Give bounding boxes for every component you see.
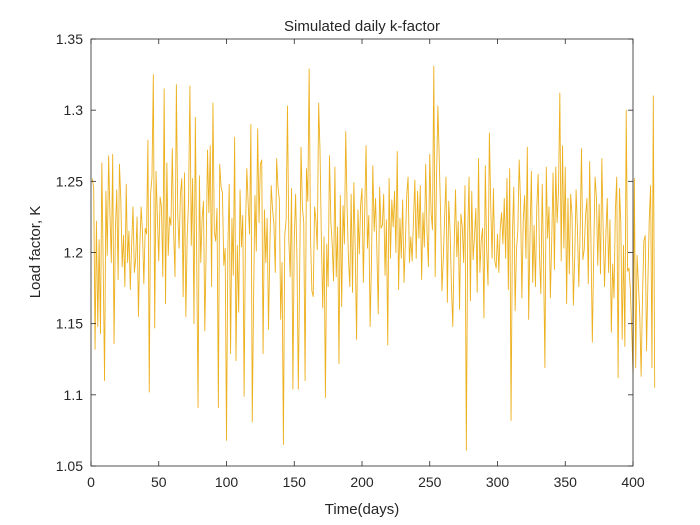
plot-area xyxy=(91,39,633,466)
x-tick-label: 350 xyxy=(554,474,578,490)
x-tick-label: 150 xyxy=(283,474,307,490)
y-tick-label: 1.35 xyxy=(56,31,83,47)
x-axis: 0 50 100 150 200 250 300 350 400 xyxy=(87,39,645,490)
y-tick-label: 1.25 xyxy=(56,173,83,189)
y-tick-label: 1.1 xyxy=(64,387,84,403)
chart-title: Simulated daily k-factor xyxy=(284,18,440,35)
x-tick-label: 50 xyxy=(151,474,167,490)
y-axis: 1.05 1.1 1.15 1.2 1.25 1.3 1.35 xyxy=(56,31,633,474)
series-line xyxy=(91,65,656,451)
x-tick-label: 100 xyxy=(215,474,239,490)
x-tick-label: 400 xyxy=(621,474,645,490)
series-layer xyxy=(91,65,656,451)
y-tick-label: 1.2 xyxy=(64,245,84,261)
x-tick-label: 0 xyxy=(87,474,95,490)
x-tick-label: 250 xyxy=(418,474,442,490)
y-tick-label: 1.05 xyxy=(56,458,83,474)
x-axis-label: Time(days) xyxy=(325,501,399,518)
y-axis-label: Load factor, K xyxy=(27,206,44,299)
y-tick-label: 1.15 xyxy=(56,316,83,332)
x-tick-label: 200 xyxy=(350,474,374,490)
y-tick-label: 1.3 xyxy=(64,102,84,118)
x-tick-label: 300 xyxy=(486,474,510,490)
